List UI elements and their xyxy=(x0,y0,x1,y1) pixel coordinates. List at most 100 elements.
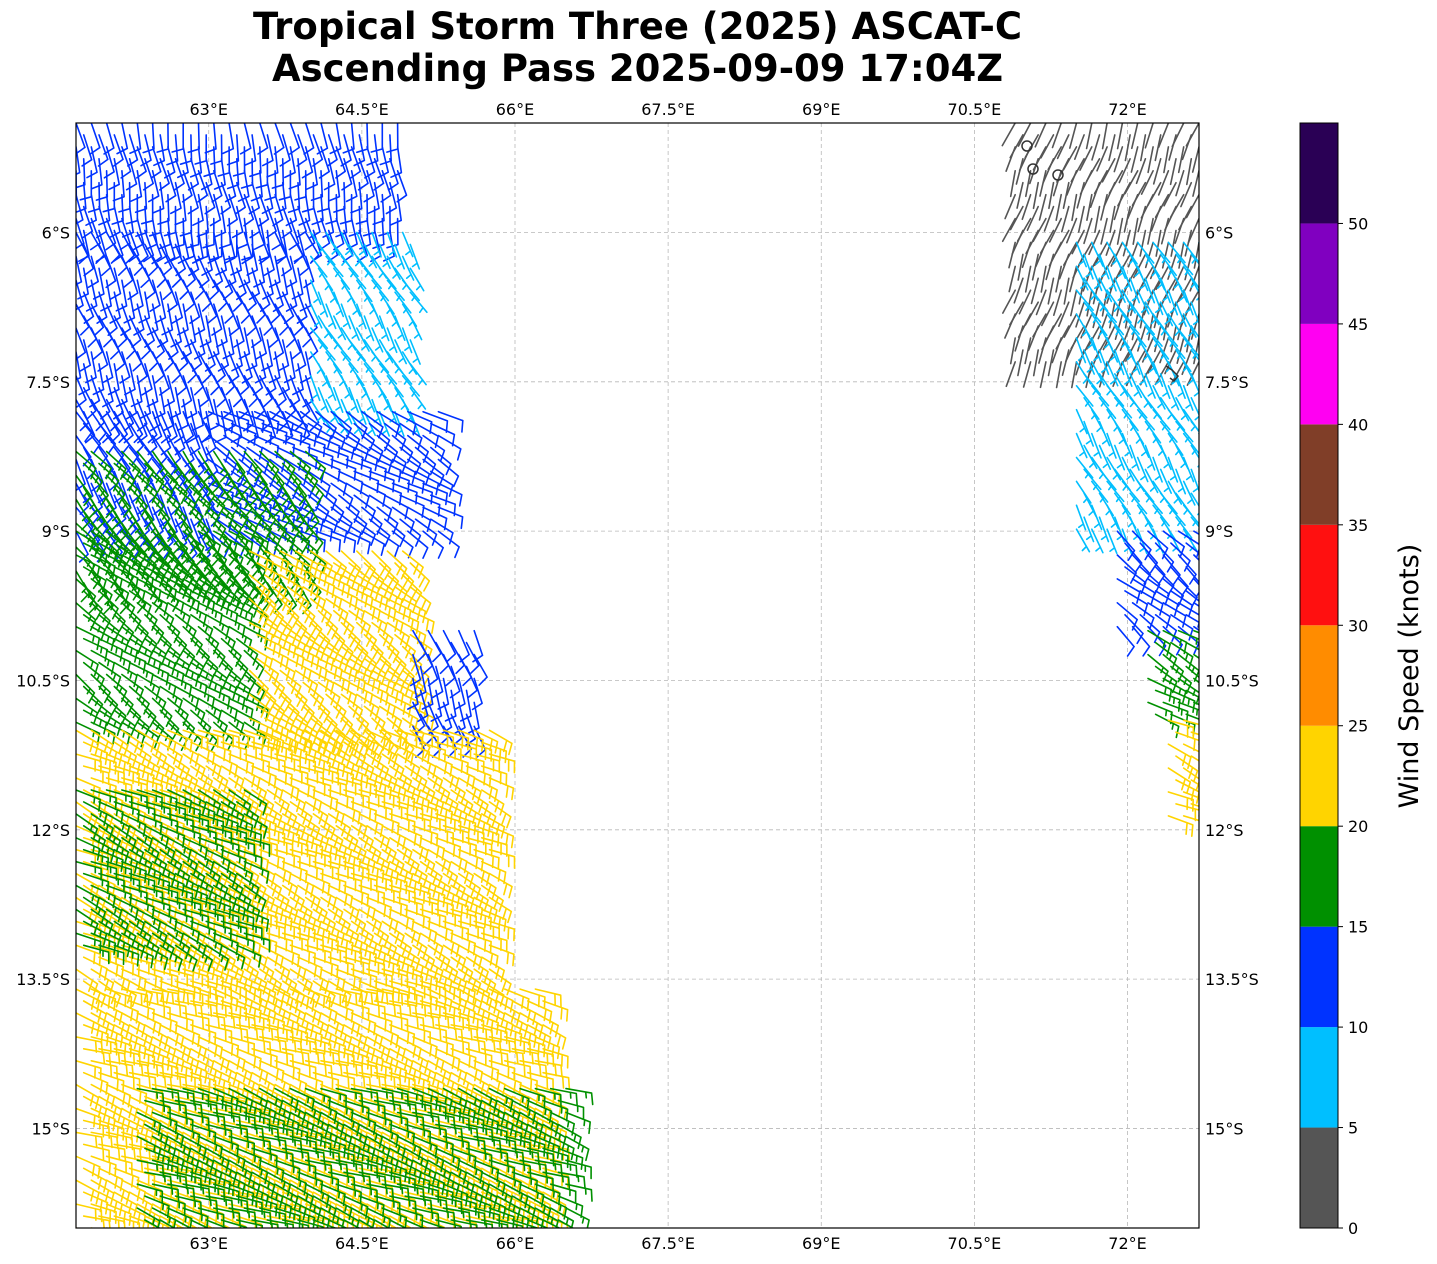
wind-barb xyxy=(237,170,250,202)
wind-barb xyxy=(1009,170,1016,198)
wind-barb xyxy=(220,542,244,570)
wind-barb xyxy=(327,765,355,787)
wind-barb xyxy=(205,944,229,971)
wind-barb xyxy=(366,777,392,800)
wind-barb xyxy=(1101,158,1116,183)
wind-barb xyxy=(345,434,370,462)
wind-barb xyxy=(389,193,402,226)
wind-barb xyxy=(348,705,370,735)
wind-barb xyxy=(409,562,431,592)
wind-barb xyxy=(1045,253,1055,281)
wind-barb xyxy=(211,303,223,336)
wind-barb xyxy=(182,255,196,288)
wind-barb xyxy=(182,729,209,751)
wind-barb xyxy=(243,303,257,336)
wind-barb xyxy=(1167,767,1192,794)
wind-barb xyxy=(251,291,266,324)
wind-barb xyxy=(307,470,331,498)
wind-barb xyxy=(121,721,146,748)
wind-barb xyxy=(1055,193,1062,221)
lon-tick-label-bottom: 69°E xyxy=(802,1234,840,1253)
wind-barb xyxy=(1198,313,1199,317)
wind-barb xyxy=(285,279,298,312)
wind-barb xyxy=(105,860,133,882)
wind-barb xyxy=(128,944,154,969)
wind-barb xyxy=(1026,205,1039,231)
wind-barb xyxy=(136,1227,141,1228)
wind-barb xyxy=(340,351,359,373)
wind-barb xyxy=(259,988,284,1014)
wind-barb xyxy=(284,410,309,438)
wind-barb xyxy=(177,231,190,264)
wind-barb xyxy=(1132,217,1139,245)
wind-barb xyxy=(1169,158,1177,186)
wind-barb xyxy=(1106,480,1125,503)
wind-barb xyxy=(76,303,90,336)
wind-barb xyxy=(243,649,265,680)
wind-barb xyxy=(261,181,274,215)
wind-barb xyxy=(333,181,346,213)
lon-tick-label-bottom: 64.5°E xyxy=(335,1234,389,1253)
wind-barb xyxy=(213,860,237,887)
wind-barb xyxy=(1114,397,1133,419)
wind-barb xyxy=(381,872,408,895)
wind-barb xyxy=(442,896,469,919)
wind-barb xyxy=(201,243,213,276)
wind-barb xyxy=(1083,217,1093,245)
wind-barb xyxy=(325,255,344,278)
wind-barb xyxy=(1022,361,1032,388)
wind-barb xyxy=(82,542,108,567)
wind-barb xyxy=(350,988,380,1006)
lat-tick-label-left: 6°S xyxy=(42,224,70,243)
wind-barb xyxy=(248,621,274,647)
wind-barb xyxy=(232,146,246,177)
wind-barb xyxy=(182,279,196,312)
wind-barb xyxy=(268,351,281,384)
wind-barb xyxy=(306,158,318,190)
wind-barb xyxy=(358,860,385,883)
wind-barb xyxy=(98,956,124,979)
wind-barb xyxy=(437,458,460,488)
wind-barb xyxy=(113,1095,138,1122)
wind-barb xyxy=(209,193,222,227)
wind-barb xyxy=(404,837,429,863)
wind-barb xyxy=(326,134,338,167)
wind-barb xyxy=(450,813,477,836)
wind-barb xyxy=(322,494,345,524)
wind-barb xyxy=(373,908,399,934)
wind-barb xyxy=(167,578,192,603)
wind-barb xyxy=(167,837,192,863)
wind-barb xyxy=(472,629,484,663)
colorbar-bin xyxy=(1300,926,1338,1028)
wind-barb xyxy=(310,375,321,402)
wind-barb xyxy=(197,697,222,724)
wind-barb xyxy=(128,566,154,591)
wind-barb xyxy=(310,693,331,724)
wind-barb xyxy=(421,677,434,710)
wind-barb xyxy=(220,944,246,970)
wind-barb xyxy=(1069,265,1078,293)
wind-barb xyxy=(401,327,413,354)
wind-barb xyxy=(350,968,378,990)
wind-barb xyxy=(136,410,148,444)
wind-barb xyxy=(292,422,318,447)
wind-barb xyxy=(174,944,198,972)
wind-barb xyxy=(109,291,121,324)
wind-barb xyxy=(384,470,410,493)
wind-barb xyxy=(1168,134,1177,161)
wind-barb xyxy=(190,614,214,641)
wind-barb xyxy=(1198,289,1199,293)
wind-barb xyxy=(159,1000,188,1019)
wind-barb xyxy=(1186,158,1193,186)
wind-barb xyxy=(488,753,516,774)
wind-barb xyxy=(390,146,403,178)
wind-barb xyxy=(310,255,328,278)
wind-barb xyxy=(208,398,220,432)
wind-barb xyxy=(363,363,382,386)
wind-barb xyxy=(271,158,285,189)
wind-barb xyxy=(284,530,311,554)
lon-tick-label-top: 67.5°E xyxy=(641,100,695,119)
wind-barb xyxy=(294,621,317,651)
wind-barb xyxy=(154,291,167,324)
wind-barb xyxy=(373,741,398,768)
